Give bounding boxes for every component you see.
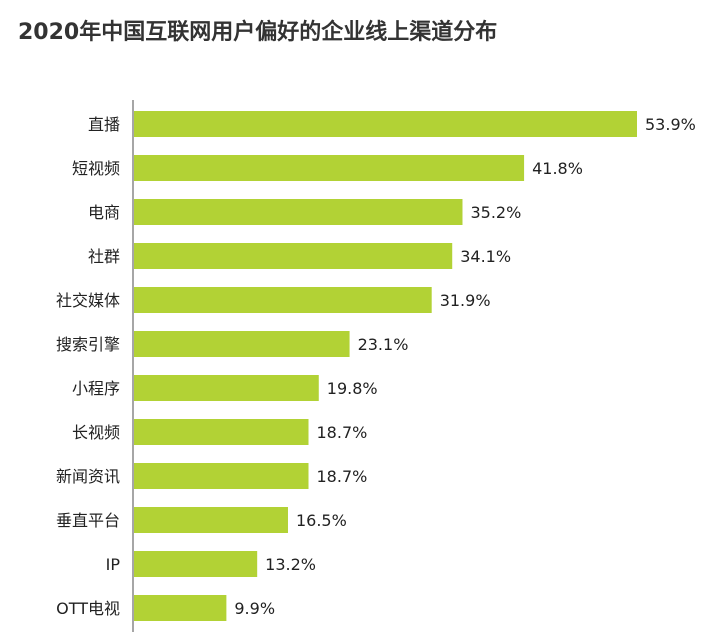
category-label: 社群 — [88, 247, 120, 266]
category-label: 新闻资讯 — [56, 467, 120, 486]
category-label: 短视频 — [72, 159, 120, 178]
chart-title: 2020年中国互联网用户偏好的企业线上渠道分布 — [18, 20, 498, 45]
category-label: 长视频 — [72, 423, 120, 442]
category-label: 垂直平台 — [56, 511, 120, 530]
bar — [134, 419, 309, 445]
bar — [134, 551, 258, 577]
bar — [134, 111, 637, 137]
category-label: 电商 — [88, 203, 120, 222]
category-label: 直播 — [88, 115, 120, 134]
data-label: 23.1% — [358, 335, 409, 354]
category-label: IP — [106, 555, 121, 574]
data-label: 34.1% — [460, 247, 511, 266]
bar — [134, 463, 309, 489]
bar — [134, 287, 432, 313]
bar — [134, 595, 227, 621]
bar — [134, 199, 463, 225]
bar — [134, 375, 319, 401]
bar — [134, 155, 525, 181]
data-label: 41.8% — [532, 159, 583, 178]
bar — [134, 507, 288, 533]
data-label: 13.2% — [265, 555, 316, 574]
category-label: 小程序 — [72, 379, 120, 398]
data-label: 19.8% — [327, 379, 378, 398]
category-label: 社交媒体 — [56, 291, 120, 310]
bar — [134, 243, 453, 269]
data-label: 35.2% — [470, 203, 521, 222]
data-label: 18.7% — [317, 423, 368, 442]
category-label: OTT电视 — [56, 599, 120, 618]
data-label: 31.9% — [440, 291, 491, 310]
category-label: 搜索引擎 — [56, 335, 120, 354]
data-label: 16.5% — [296, 511, 347, 530]
bar — [134, 331, 350, 357]
data-label: 9.9% — [234, 599, 275, 618]
data-label: 18.7% — [317, 467, 368, 486]
data-label: 53.9% — [645, 115, 696, 134]
